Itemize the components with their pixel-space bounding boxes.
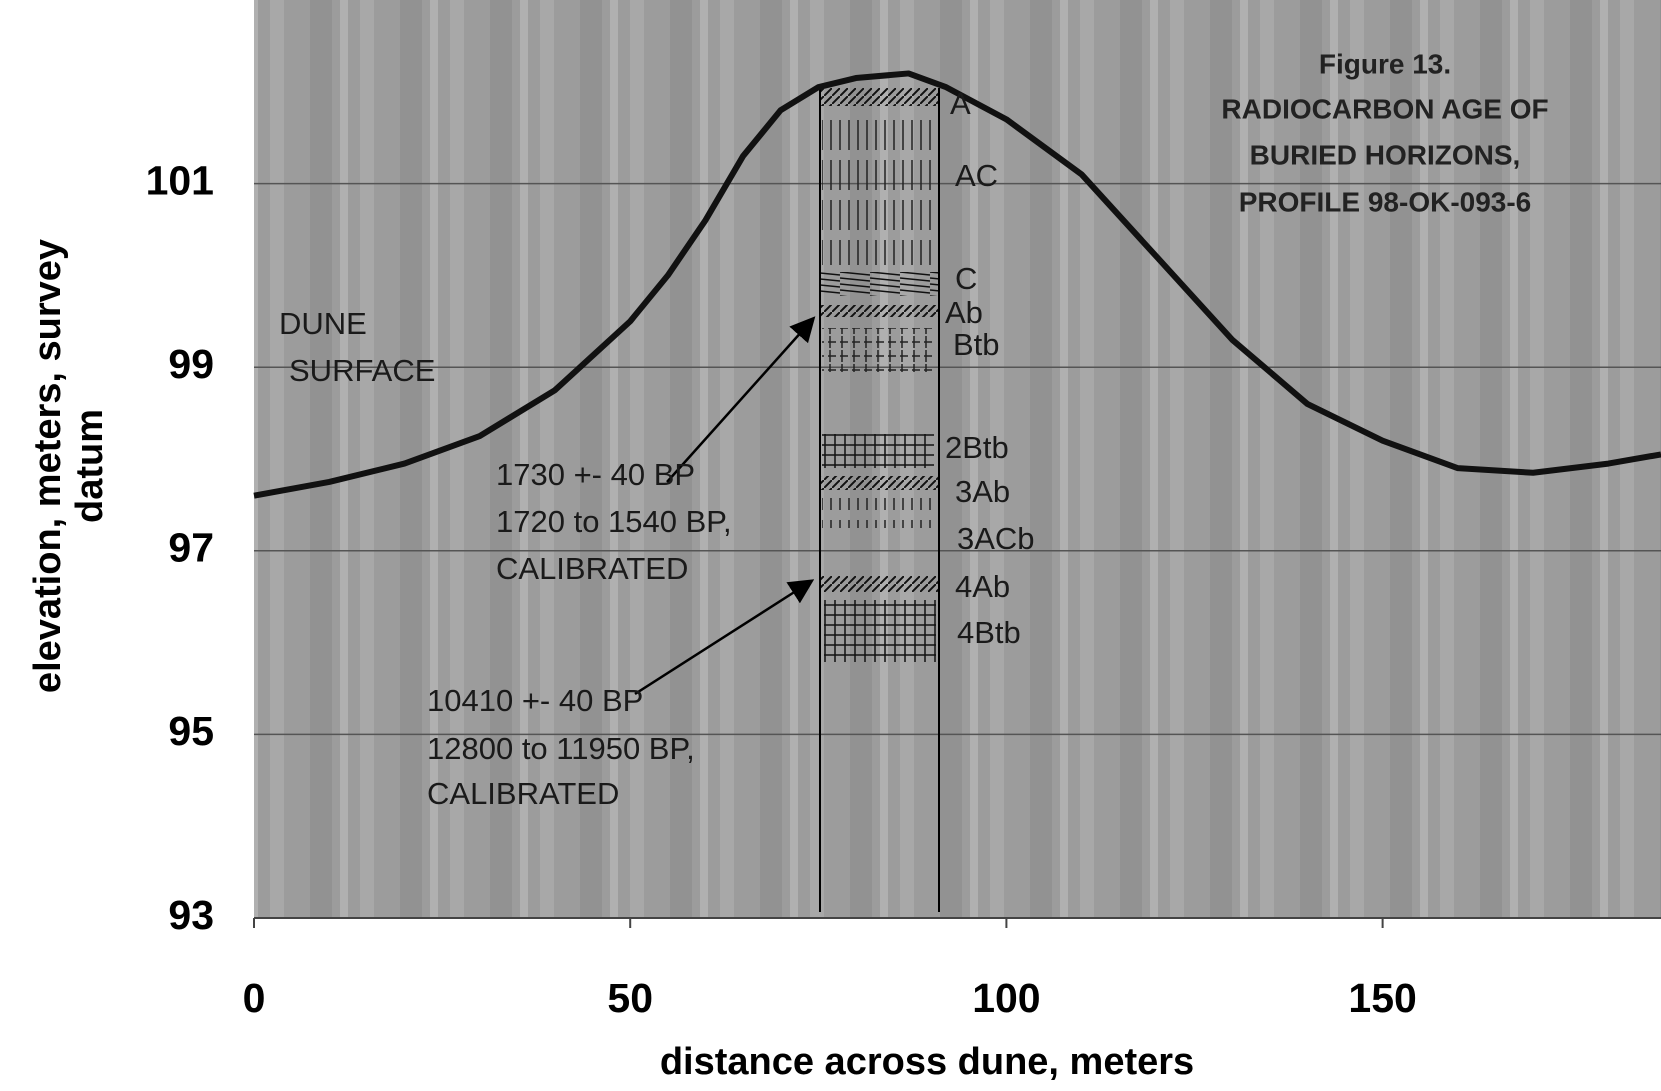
horizon-label: AC <box>955 158 998 193</box>
y-tick-label: 93 <box>168 892 214 938</box>
horizon-label: Btb <box>953 327 1000 362</box>
annotation: CALIBRATED <box>427 776 619 811</box>
y-tick-label: 97 <box>168 525 214 571</box>
annotation: 12800 to 11950 BP, <box>427 731 695 766</box>
horizon-label: 2Btb <box>945 430 1009 465</box>
x-tick-label: 100 <box>972 975 1040 1021</box>
x-axis-label: distance across dune, meters <box>660 1041 1194 1083</box>
annotation: DUNE <box>279 306 367 341</box>
annotation: CALIBRATED <box>496 551 688 586</box>
horizon-label: Ab <box>945 295 983 330</box>
title: Figure 13. RADIOCARBON AGE OF BURIED HORIZ… <box>1221 48 1548 217</box>
title-line: BURIED HORIZONS, <box>1250 139 1521 170</box>
y-tick-label: 101 <box>146 157 214 203</box>
horizon-label: 3ACb <box>957 521 1035 556</box>
x-tick-label: 150 <box>1348 975 1416 1021</box>
horizon-label: 3Ab <box>955 474 1010 509</box>
annotation: 1720 to 1540 BP, <box>496 504 732 539</box>
x-tick-label: 50 <box>607 975 653 1021</box>
dune-surface-line <box>253 70 1661 499</box>
y-tick-label: 99 <box>168 341 214 387</box>
horizon-label: 4Btb <box>957 615 1021 650</box>
annotation: 10410 +- 40 BP <box>427 683 643 718</box>
y-axis-label: datum <box>69 409 111 523</box>
horizon-label: C <box>955 261 977 296</box>
annotation: 1730 +- 40 BP <box>496 457 695 492</box>
annotation: SURFACE <box>289 353 435 388</box>
y-tick-label: 95 <box>168 708 214 754</box>
soil-column <box>634 88 940 912</box>
title-line: RADIOCARBON AGE OF <box>1221 93 1548 124</box>
horizon-label: 4Ab <box>955 569 1010 604</box>
y-axis-label: elevation, meters, survey <box>27 239 69 693</box>
x-tick-label: 0 <box>243 975 266 1021</box>
horizon-label: A <box>950 86 971 121</box>
title-line: Figure 13. <box>1319 48 1451 79</box>
title-line: PROFILE 98-OK-093-6 <box>1239 186 1532 217</box>
